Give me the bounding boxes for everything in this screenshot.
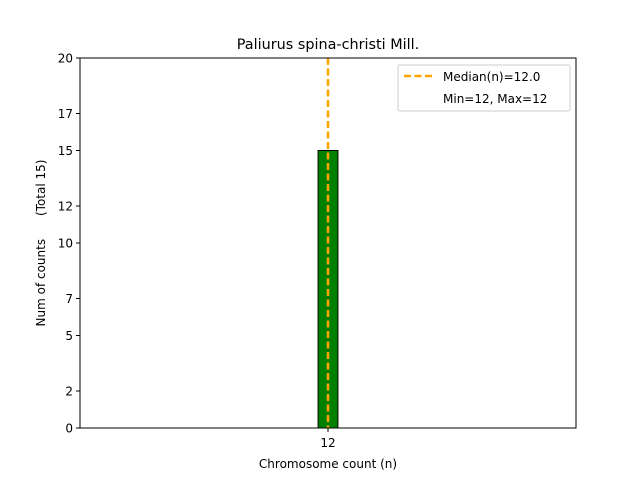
legend: Median(n)=12.0 Min=12, Max=12 bbox=[397, 64, 571, 112]
y-tick-label: 12 bbox=[58, 200, 73, 214]
plot-area bbox=[80, 58, 477, 429]
legend-frame bbox=[397, 64, 571, 112]
chart-title: Paliurus spina-christi Mill. bbox=[237, 37, 419, 53]
y-axis-label: Num of counts (Total 15) bbox=[34, 160, 48, 327]
x-tick-label: 12 bbox=[320, 436, 335, 450]
x-axis: 12 bbox=[320, 428, 336, 450]
y-tick-label: 10 bbox=[58, 237, 73, 251]
y-tick-label: 20 bbox=[58, 52, 73, 66]
y-tick-label: 5 bbox=[65, 329, 73, 343]
y-axis: 0 2 5 7 10 12 15 17 20 bbox=[58, 52, 80, 436]
legend-entry-minmax: Min=12, Max=12 bbox=[443, 92, 547, 106]
x-axis-label: Chromosome count (n) bbox=[259, 457, 397, 471]
y-tick-label: 2 bbox=[65, 385, 73, 399]
y-tick-label: 15 bbox=[58, 144, 73, 158]
y-tick-label: 0 bbox=[65, 422, 73, 436]
y-tick-label: 17 bbox=[58, 107, 73, 121]
legend-entry-median: Median(n)=12.0 bbox=[443, 70, 540, 84]
y-tick-label: 7 bbox=[65, 292, 73, 306]
